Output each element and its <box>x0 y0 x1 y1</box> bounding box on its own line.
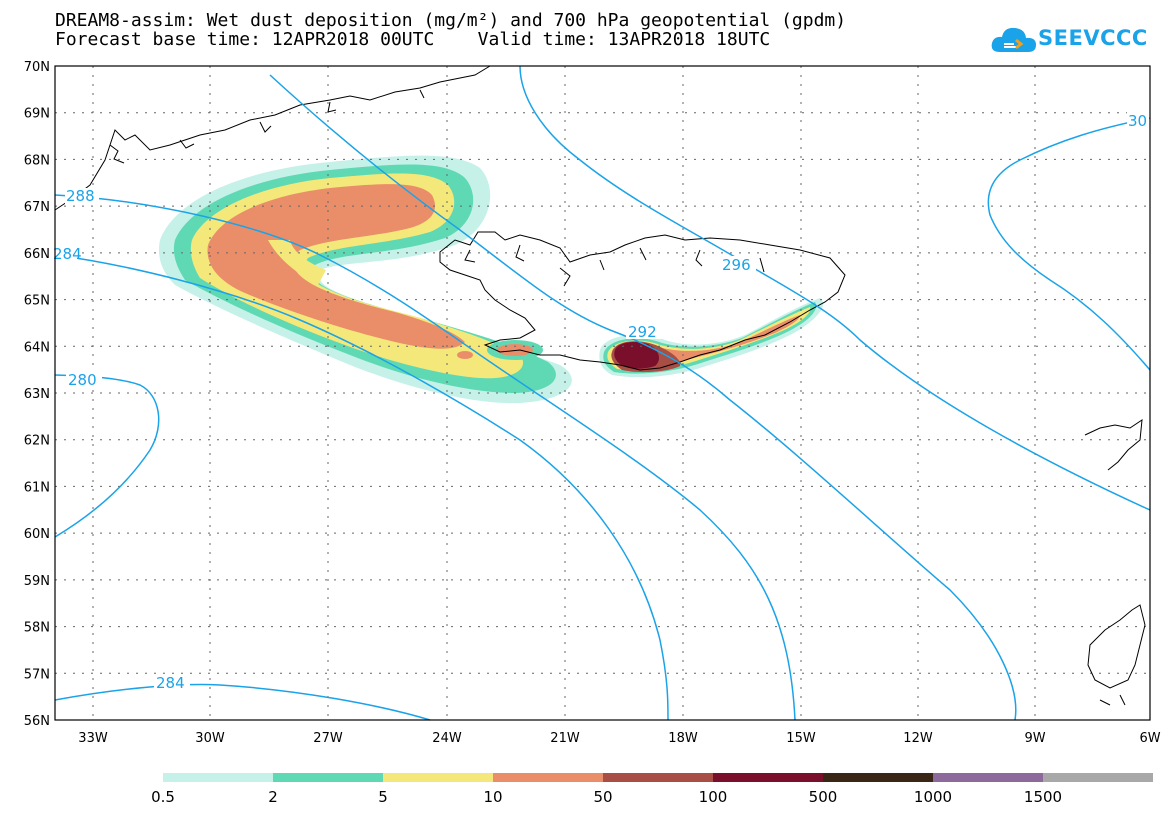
colorbar-tick-label: 100 <box>699 788 728 806</box>
latitude-label: 67N <box>24 200 50 215</box>
geopotential-contours <box>54 65 1151 721</box>
latitude-label: 68N <box>24 153 50 168</box>
latitude-label: 66N <box>24 247 50 262</box>
longitude-label: 24W <box>432 731 462 746</box>
colorbar-bin <box>603 773 713 782</box>
latitude-label: 58N <box>24 621 50 636</box>
contour-labels: 288 284 280 284 292 296 30 <box>53 112 1149 692</box>
contour-label: 30 <box>1128 112 1147 130</box>
longitude-label: 18W <box>668 731 698 746</box>
map-subtitle: Forecast base time: 12APR2018 00UTC Vali… <box>55 29 771 50</box>
colorbar-tick-label: 2 <box>268 788 278 806</box>
logo-text: SEEVCCC <box>1038 26 1148 50</box>
colorbar-tick-label: 5 <box>378 788 388 806</box>
map-frame <box>54 65 1151 721</box>
latitude-label: 57N <box>24 667 50 682</box>
colorbar-tick-label: 1500 <box>1024 788 1062 806</box>
colorbar-tick-label: 10 <box>483 788 502 806</box>
colorbar-bin <box>933 773 1043 782</box>
latitude-label: 69N <box>24 107 50 122</box>
dust-max <box>614 342 660 369</box>
longitude-label: 33W <box>78 731 108 746</box>
contour-label: 284 <box>156 674 185 692</box>
colorbar-tick-label: 500 <box>809 788 838 806</box>
latitude-label: 56N <box>24 714 50 729</box>
map-title: DREAM8-assim: Wet dust deposition (mg/m²… <box>55 10 847 31</box>
latitude-label: 62N <box>24 434 50 449</box>
cloud-icon <box>991 27 1036 52</box>
contour-label: 284 <box>53 245 82 263</box>
longitude-label: 9W <box>1024 731 1045 746</box>
longitude-label: 6W <box>1139 731 1160 746</box>
colorbar-bin <box>493 773 603 782</box>
colorbar-bin <box>713 773 823 782</box>
contour-label: 288 <box>66 187 95 205</box>
colorbar-tick-label: 0.5 <box>151 788 175 806</box>
longitude-label: 15W <box>786 731 816 746</box>
colorbar-bin <box>383 773 493 782</box>
longitude-label: 27W <box>313 731 343 746</box>
seevccc-logo: SEEVCCC <box>990 22 1150 56</box>
latitude-label: 70N <box>24 60 50 75</box>
dust-band-10 <box>207 184 465 349</box>
colorbar-bin <box>823 773 933 782</box>
colorbar-tick-label: 50 <box>593 788 612 806</box>
dust-shading <box>158 155 824 404</box>
latitude-label: 60N <box>24 527 50 542</box>
colorbar-bin <box>273 773 383 782</box>
contour-label: 280 <box>68 371 97 389</box>
longitude-label: 30W <box>195 731 225 746</box>
longitude-label: 21W <box>550 731 580 746</box>
colorbar-bin <box>1043 773 1153 782</box>
longitude-label: 12W <box>903 731 933 746</box>
colorbar-labels: 0.5 2 5 10 50 100 500 1000 1500 <box>151 788 1062 806</box>
colorbar-tick-label: 1000 <box>914 788 952 806</box>
graticule <box>55 66 1150 720</box>
latitude-label: 59N <box>24 574 50 589</box>
colorbar <box>163 773 1153 782</box>
contour-label: 296 <box>722 256 751 274</box>
latitude-label: 61N <box>24 480 50 495</box>
latitude-label: 63N <box>24 387 50 402</box>
latitude-label: 65N <box>24 294 50 309</box>
contour-label: 292 <box>628 323 657 341</box>
latitude-label: 64N <box>24 340 50 355</box>
latitude-labels: 70N 69N 68N 67N 66N 65N 64N 63N 62N 61N 60N 59N 58N 5… <box>24 60 50 729</box>
longitude-labels: 33W 30W 27W 24W 21W 18W 15W 12W 9W 6W <box>78 731 1160 746</box>
colorbar-bin <box>163 773 273 782</box>
coastlines <box>54 65 1146 706</box>
